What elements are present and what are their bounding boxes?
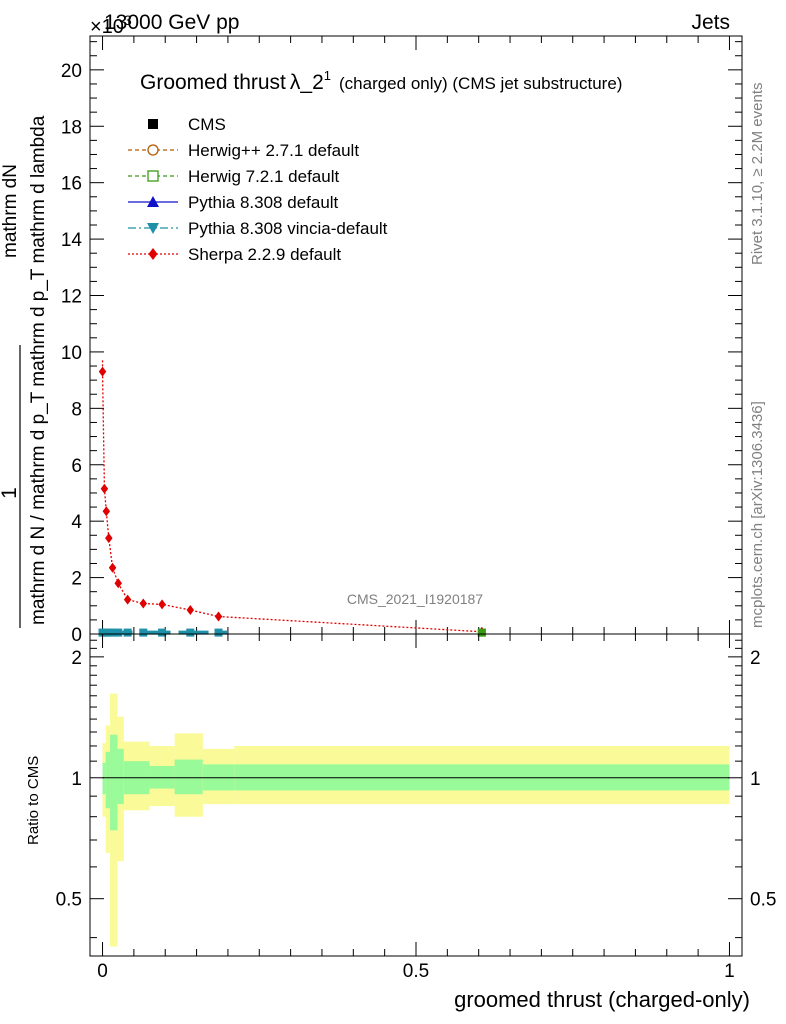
y-tick-label: 20 (61, 61, 82, 82)
sherpa-point (98, 366, 107, 377)
y-tick-label: 6 (71, 456, 82, 477)
legend-item: CMS (148, 115, 226, 134)
sherpa-point (123, 594, 132, 605)
sherpa-point (105, 533, 113, 544)
mcplots-info: mcplots.cern.ch [arXiv:1306.3436] (749, 401, 766, 628)
ratio-y-axis: 0.5 0.5 1 1 2 2 (56, 639, 776, 939)
main-plot-panel: 0 2 4 6 8 10 12 14 16 18 20 (61, 35, 743, 646)
ylabel-one: 1 (0, 487, 21, 499)
x-tick-label: 0.5 (403, 961, 429, 982)
sherpa-point (139, 598, 148, 609)
ratio-y-tick-label: 1 (71, 769, 82, 790)
y-tick-label: 2 (71, 569, 82, 590)
y-tick-label: 10 (61, 343, 82, 364)
x-tick-label: 0 (97, 961, 108, 982)
legend-label: Sherpa 2.2.9 default (188, 245, 341, 264)
legend-label: Herwig 7.2.1 default (188, 167, 339, 186)
y-tick-label: 8 (71, 399, 82, 420)
ratio-y-tick-label-right: 1 (750, 769, 761, 790)
category-label: Jets (691, 11, 730, 34)
ratio-y-tick-label: 2 (71, 648, 82, 669)
legend-item: Sherpa 2.2.9 default (128, 245, 341, 264)
ratio-stat-band (102, 762, 106, 795)
x-tick-label: 1 (724, 961, 735, 982)
legend-label: CMS (188, 115, 226, 134)
legend-marker (147, 223, 159, 234)
legend-item: Pythia 8.308 default (128, 193, 339, 212)
legend-marker (147, 196, 159, 207)
main-y-label: 1 mathrm d N / mathrm d p_T mathrm d p_T… (0, 115, 49, 628)
ratio-y-tick-label-right: 2 (750, 648, 761, 669)
legend-marker (147, 170, 159, 182)
y-tick-label: 16 (61, 174, 82, 195)
legend-marker (148, 119, 158, 129)
ylabel-numerator: mathrm dN (0, 164, 21, 258)
y-tick-label: 0 (71, 625, 82, 646)
sherpa-point (214, 611, 223, 622)
y-exponent-label: ×103 (90, 12, 132, 38)
legend-label: Herwig++ 2.7.1 default (188, 141, 359, 160)
ratio-plot-panel: 0.5 0.51 12 2 0 0.5 1 (56, 633, 776, 982)
ratio-stat-band (149, 765, 175, 789)
ratio-ylabel: Ratio to CMS (25, 756, 42, 845)
sherpa-point (186, 605, 195, 616)
ratio-y-tick-label: 0.5 (56, 890, 82, 911)
legend-item: Herwig 7.2.1 default (128, 167, 339, 186)
ratio-stat-band (105, 751, 111, 809)
legend-item: Herwig++ 2.7.1 default (128, 141, 359, 160)
x-axis-label: groomed thrust (charged-only) (454, 987, 750, 1012)
analysis-watermark: CMS_2021_I1920187 (347, 591, 483, 607)
plot-title: Groomed thrust λ_21 (charged only) (CMS je… (140, 68, 622, 94)
sherpa-point (158, 599, 166, 610)
cms-last-point (477, 628, 486, 637)
sherpa-point (100, 483, 109, 494)
main-y-axis: 0 2 4 6 8 10 12 14 16 18 20 (61, 41, 742, 646)
rivet-info: Rivet 3.1.10, ≥ 2.2M events (749, 83, 766, 266)
ratio-bands (102, 693, 730, 947)
ratio-x-axis: 0 0.5 1 (97, 634, 735, 982)
ratio-stat-band (174, 759, 203, 795)
ratio-stat-band (117, 748, 124, 805)
sherpa-point (102, 506, 111, 517)
ratio-stat-band (110, 734, 118, 831)
legend-item: Pythia 8.308 vincia-default (128, 219, 388, 238)
sherpa-point (114, 578, 122, 589)
y-tick-label: 4 (71, 512, 82, 533)
ratio-y-tick-label-right: 0.5 (750, 890, 776, 911)
legend-label: Pythia 8.308 vincia-default (188, 219, 388, 238)
energy-label: 13000 GeV pp (104, 11, 239, 34)
legend: CMS Herwig++ 2.7.1 default Herwig 7.2.1 de… (128, 115, 388, 264)
main-data-layer (98, 360, 486, 637)
main-x-ticks (102, 36, 730, 634)
sherpa-point (108, 562, 117, 573)
legend-marker (148, 248, 158, 260)
y-tick-label: 12 (61, 287, 82, 308)
legend-marker (147, 144, 159, 156)
ylabel-denominator: mathrm d N / mathrm d p_T mathrm d p_T m… (28, 115, 49, 625)
legend-label: Pythia 8.308 default (188, 193, 339, 212)
y-tick-label: 18 (61, 117, 82, 138)
y-tick-label: 14 (61, 230, 83, 251)
